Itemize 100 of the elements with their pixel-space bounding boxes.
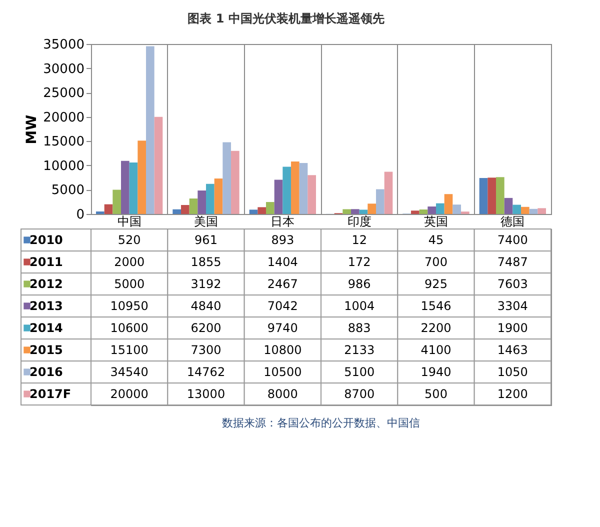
- data-label: 34540: [110, 365, 148, 379]
- chart-title: 图表 1 中国光伏装机量增长遥遥领先: [188, 12, 384, 26]
- data-label: 8700: [344, 387, 375, 401]
- data-label: 925: [424, 277, 448, 291]
- bar: [206, 184, 214, 214]
- y-tick-label: 20000: [43, 110, 84, 126]
- y-tick-label: 15000: [43, 134, 84, 150]
- data-label: 2000: [114, 255, 145, 269]
- data-label: 13000: [186, 387, 226, 401]
- data-label: 8000: [267, 387, 298, 401]
- data-label: 961: [194, 233, 218, 247]
- y-tick-label: 25000: [43, 86, 84, 102]
- data-label: 2133: [344, 343, 375, 357]
- data-label: 883: [348, 321, 371, 335]
- bar: [504, 198, 513, 214]
- bar: [411, 210, 420, 214]
- data-label: 5100: [344, 365, 375, 379]
- bar: [266, 202, 274, 214]
- bar: [121, 160, 130, 214]
- data-label: 2467: [267, 277, 298, 291]
- bar: [274, 180, 283, 214]
- legend-label: 2016: [30, 365, 63, 379]
- bar: [198, 190, 206, 214]
- bar: [214, 178, 223, 214]
- data-label: 520: [118, 233, 141, 247]
- data-label: 1463: [497, 343, 528, 357]
- data-label: 1404: [267, 255, 298, 269]
- bar: [488, 178, 496, 214]
- data-label: 4840: [190, 299, 222, 313]
- y-tick-label: 0: [76, 208, 84, 222]
- bar: [479, 178, 488, 214]
- data-label: 1940: [420, 365, 452, 379]
- bar: [529, 208, 538, 214]
- data-label: 45: [428, 233, 444, 247]
- bar: [419, 210, 428, 214]
- bar: [222, 142, 231, 214]
- bar: [308, 175, 316, 214]
- bar: [538, 208, 546, 214]
- x-tick-label: 英国: [424, 214, 448, 228]
- legend-label: 2015: [30, 343, 63, 357]
- data-label: 6200: [190, 321, 222, 335]
- data-label: 2200: [420, 321, 452, 335]
- y-tick-label: 10000: [43, 158, 84, 174]
- data-label: 1546: [420, 299, 452, 313]
- data-label: 1200: [497, 387, 528, 401]
- legend-label: 2017F: [30, 387, 72, 401]
- bar: [146, 46, 154, 214]
- data-label: 5000: [114, 277, 145, 291]
- bar: [172, 209, 181, 214]
- bar: [104, 204, 113, 214]
- data-label: 1004: [344, 299, 375, 313]
- data-label: 1900: [497, 321, 528, 335]
- bar: [436, 203, 444, 214]
- x-tick-label: 美国: [194, 214, 218, 228]
- bar: [189, 198, 198, 214]
- bar: [299, 163, 308, 214]
- bar: [368, 204, 376, 214]
- bar: [351, 209, 360, 214]
- bar: [376, 189, 384, 214]
- data-label: 172: [348, 255, 371, 269]
- y-axis-title: MW: [24, 114, 40, 144]
- data-label: 3192: [190, 277, 222, 291]
- x-tick-label: 印度: [347, 214, 372, 228]
- y-tick-label: 35000: [43, 38, 84, 52]
- y-tick-label: 30000: [43, 62, 84, 77]
- y-tick-label: 5000: [51, 183, 84, 198]
- data-label: 7300: [190, 343, 222, 357]
- source-note: 数据来源：各国公布的公开数据、中国信: [222, 416, 420, 430]
- x-tick-label: 中国: [117, 214, 142, 228]
- bar: [154, 116, 163, 214]
- data-label: 7487: [497, 255, 528, 269]
- bar: [291, 162, 300, 214]
- data-label: 10600: [110, 321, 148, 335]
- legend-label: 2014: [30, 321, 63, 335]
- data-label: 1050: [497, 365, 528, 379]
- data-label: 10800: [264, 343, 302, 357]
- bar: [342, 209, 351, 214]
- bar: [512, 204, 521, 214]
- data-label: 986: [348, 277, 371, 291]
- data-label: 700: [424, 255, 448, 269]
- bar: [129, 162, 138, 214]
- bar: [359, 210, 368, 214]
- bar: [444, 194, 453, 214]
- data-label: 9740: [267, 321, 298, 335]
- bar: [428, 206, 436, 214]
- bar: [96, 211, 104, 214]
- data-label: 10950: [110, 299, 148, 313]
- data-label: 15100: [110, 343, 148, 357]
- bar: [112, 190, 121, 214]
- bar: [249, 210, 258, 214]
- x-tick-label: 德国: [500, 214, 525, 228]
- bar: [496, 177, 504, 214]
- bar: [231, 150, 240, 214]
- bar: [282, 166, 291, 214]
- data-label: 14762: [186, 365, 226, 379]
- legend-label: 2011: [30, 255, 63, 269]
- bar: [181, 204, 190, 214]
- bar: [384, 172, 393, 214]
- data-label: 893: [271, 233, 294, 247]
- data-label: 3304: [497, 299, 528, 313]
